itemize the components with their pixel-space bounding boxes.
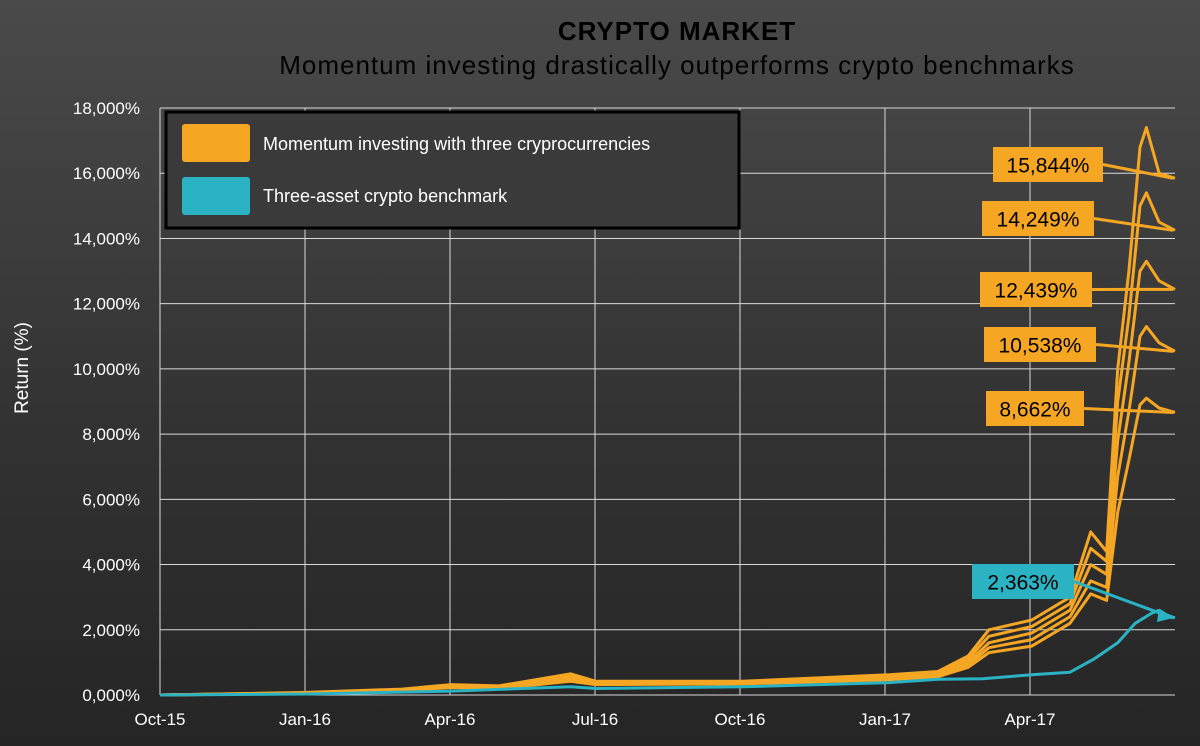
x-tick-label: Oct-15 bbox=[134, 710, 185, 729]
series-line-momentum-5 bbox=[159, 396, 1176, 697]
callout-label: 2,363% bbox=[987, 572, 1058, 595]
y-tick-label: 14,000% bbox=[73, 229, 140, 248]
axes: 0,000% 2,000% 4,000% 6,000% 8,000% 10,000% 12,… bbox=[73, 99, 1175, 729]
callouts: 15,844% 14,249% 12,439% 10,538% 8,662% 2,363% bbox=[972, 147, 1174, 622]
callout-label: 10,538% bbox=[999, 335, 1082, 358]
legend-swatch-benchmark bbox=[182, 177, 250, 215]
y-tick-label: 12,000% bbox=[73, 295, 140, 314]
y-tick-label: 16,000% bbox=[73, 164, 140, 183]
callout-box bbox=[982, 201, 1094, 236]
y-tick-label: 2,000% bbox=[82, 621, 140, 640]
callout-leader bbox=[1093, 217, 1174, 232]
callout-label: 8,662% bbox=[999, 399, 1070, 422]
callout-box bbox=[972, 564, 1074, 599]
y-tick-label: 4,000% bbox=[82, 556, 140, 575]
x-tick-label: Jan-16 bbox=[279, 710, 331, 729]
callout-leader bbox=[1083, 407, 1174, 415]
x-tick-label: Jan-17 bbox=[859, 710, 911, 729]
y-tick-label: 18,000% bbox=[73, 99, 140, 118]
chart-subtitle: Momentum investing drastically outperfor… bbox=[279, 50, 1075, 80]
callout-box bbox=[993, 147, 1103, 182]
chart-title: CRYPTO MARKET bbox=[558, 16, 796, 46]
legend-label-momentum: Momentum investing with three cryprocurr… bbox=[263, 134, 650, 154]
x-tick-label: Apr-16 bbox=[424, 710, 475, 729]
callout-leader bbox=[1073, 580, 1174, 620]
series-line-benchmark-6 bbox=[159, 608, 1176, 697]
callout-leader bbox=[1095, 343, 1174, 353]
y-tick-label: 10,000% bbox=[73, 360, 140, 379]
callout-box bbox=[986, 391, 1084, 426]
x-tick-label: Apr-17 bbox=[1004, 710, 1055, 729]
legend: Momentum investing with three cryprocurr… bbox=[164, 110, 741, 230]
series-layer bbox=[159, 126, 1176, 697]
y-tick-label: 8,000% bbox=[82, 425, 140, 444]
y-axis-title: Return (%) bbox=[12, 322, 33, 414]
legend-box bbox=[164, 110, 741, 230]
series-line-momentum-2 bbox=[159, 191, 1176, 697]
callout-box bbox=[984, 327, 1096, 362]
legend-swatch-momentum bbox=[182, 124, 250, 162]
callout-arrowhead bbox=[1157, 608, 1173, 622]
callout-label: 12,439% bbox=[995, 280, 1078, 303]
x-tick-label: Jul-16 bbox=[572, 710, 618, 729]
callout-leader bbox=[1102, 163, 1174, 180]
legend-label-benchmark: Three-asset crypto benchmark bbox=[263, 186, 508, 206]
y-tick-label: 6,000% bbox=[82, 490, 140, 509]
series-line-momentum-4 bbox=[159, 325, 1176, 697]
x-tick-label: Oct-16 bbox=[714, 710, 765, 729]
callout-label: 14,249% bbox=[997, 209, 1080, 232]
callout-label: 15,844% bbox=[1007, 155, 1090, 178]
y-tick-label: 0,000% bbox=[82, 686, 140, 705]
callout-box bbox=[980, 272, 1092, 307]
